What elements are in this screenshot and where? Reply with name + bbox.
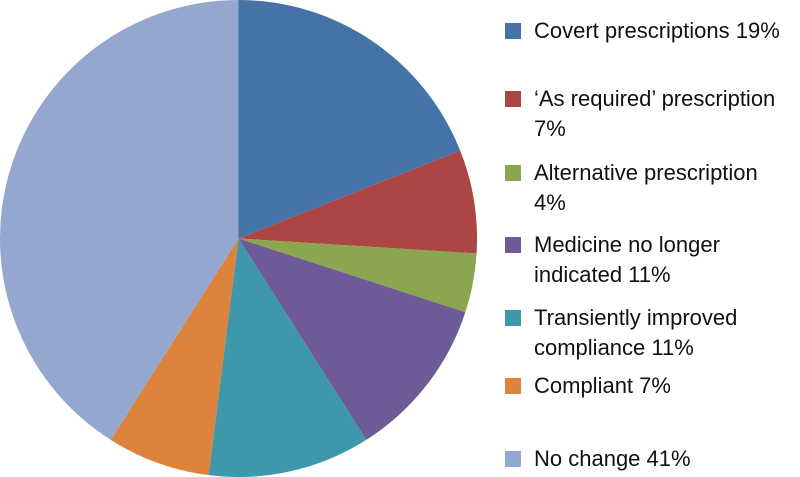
legend-swatch-icon	[505, 165, 521, 181]
legend-item: Covert prescriptions 19%	[505, 16, 797, 46]
legend-swatch-icon	[505, 23, 521, 39]
legend-label: Alternative prescription 4%	[534, 160, 758, 215]
legend-label: Compliant 7%	[534, 373, 671, 398]
legend-label: Covert prescriptions 19%	[534, 18, 780, 43]
legend-swatch-icon	[505, 451, 521, 467]
legend-label: No change 41%	[534, 446, 691, 471]
legend-item: No change 41%	[505, 444, 797, 474]
legend-swatch-icon	[505, 310, 521, 326]
pie-slice-4	[208, 238, 367, 477]
pie-slice-1	[238, 150, 477, 254]
legend-label: Medicine no longer indicated 11%	[534, 232, 720, 287]
legend-swatch-icon	[505, 237, 521, 253]
pie-plot-area	[0, 0, 477, 477]
legend-swatch-icon	[505, 91, 521, 107]
pie-slice-2	[238, 238, 477, 313]
legend-label: ‘As required’ prescription 7%	[534, 86, 776, 141]
pie-slice-6	[0, 0, 239, 440]
legend-item: Transiently improved compliance 11%	[505, 303, 797, 363]
legend-swatch-icon	[505, 378, 521, 394]
pie-slice-5	[110, 238, 239, 476]
chart-legend: Covert prescriptions 19% ‘As required’ p…	[505, 0, 797, 474]
legend-label: Transiently improved compliance 11%	[534, 305, 738, 360]
legend-item: Alternative prescription 4%	[505, 158, 797, 218]
pie-slice-3	[238, 238, 466, 440]
legend-item: Medicine no longer indicated 11%	[505, 230, 797, 290]
pie-chart	[0, 0, 477, 477]
pie-slice-0	[238, 0, 461, 239]
legend-item: Compliant 7%	[505, 371, 797, 401]
legend-item: ‘As required’ prescription 7%	[505, 84, 797, 144]
